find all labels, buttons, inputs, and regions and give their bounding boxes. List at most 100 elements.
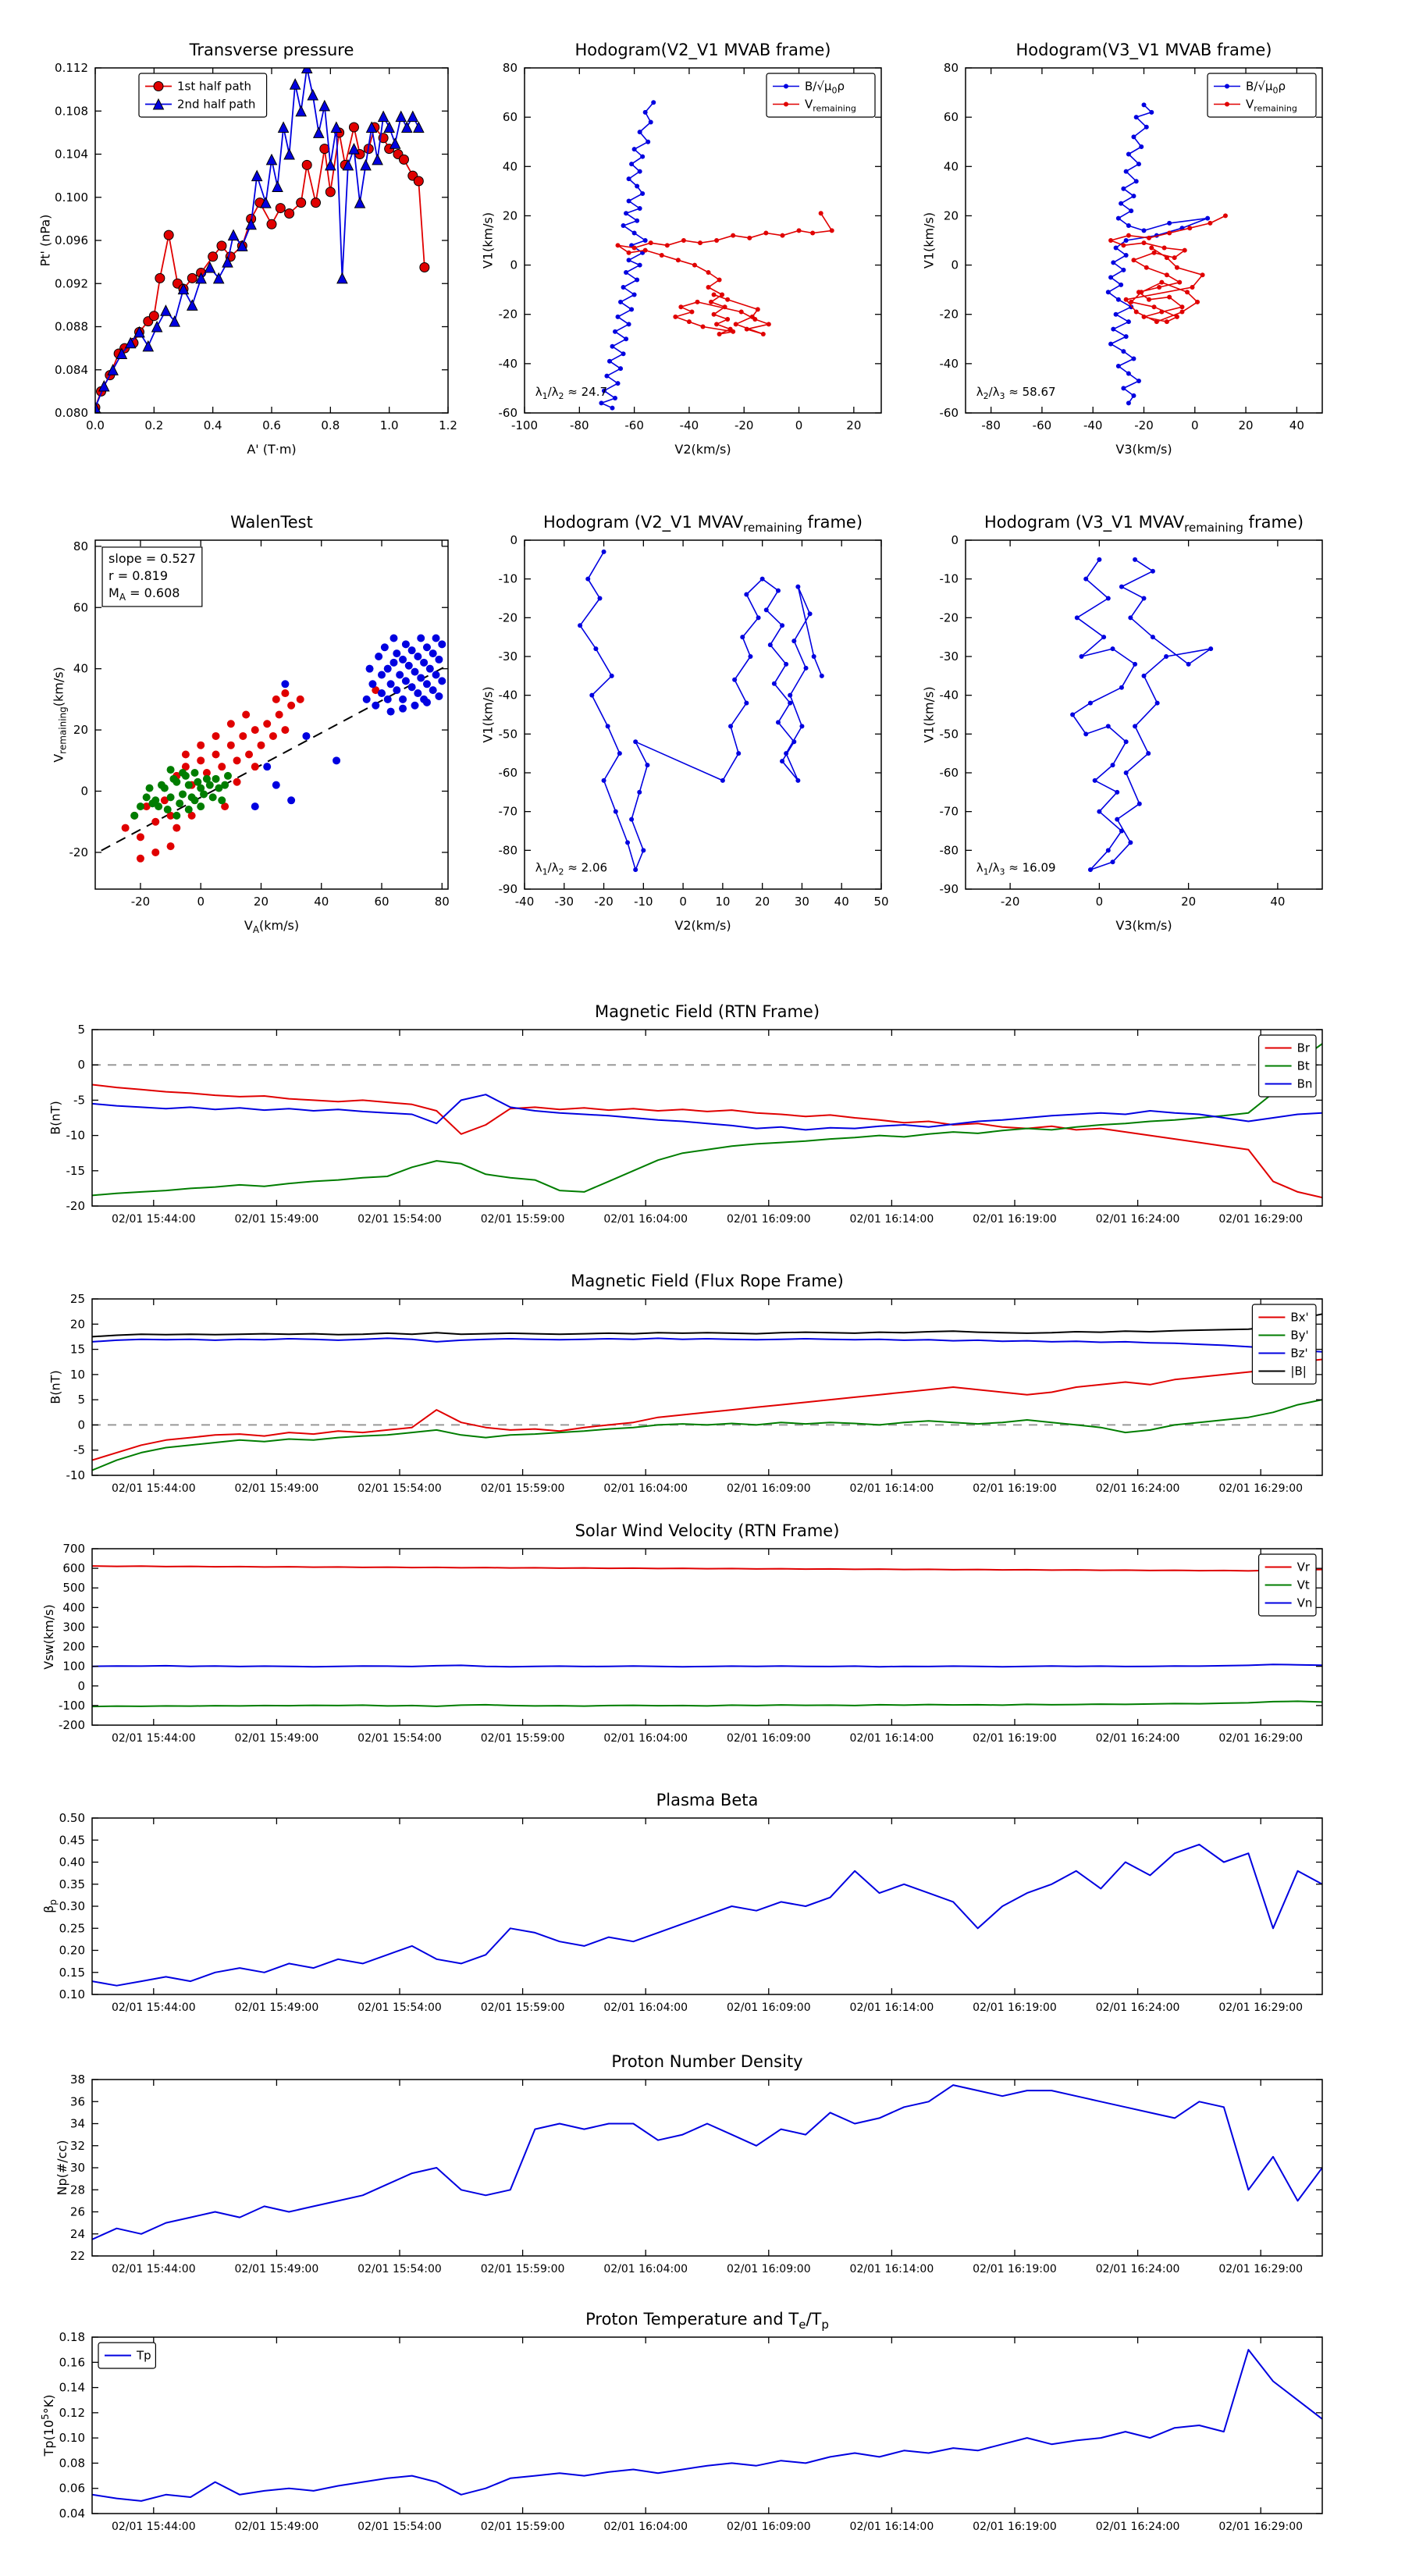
svg-text:λ1/λ2 ≈ 2.06: λ1/λ2 ≈ 2.06	[535, 861, 607, 877]
svg-text:V3(km/s): V3(km/s)	[1115, 442, 1172, 457]
svg-text:02/01 16:19:00: 02/01 16:19:00	[973, 1482, 1057, 1495]
svg-text:02/01 15:54:00: 02/01 15:54:00	[357, 2001, 442, 2014]
chart-solar-wind-velocity: 02/01 15:44:00 02/01 15:49:00 02/01 15:54:…	[23, 1514, 1382, 1772]
chart-hodogram-v2v1-mvab: -100 -80 -60 -40 -20 0 20 -60 -40 -20 0 20 40 60 80 Hod…	[468, 20, 894, 480]
svg-text:02/01 16:04:00: 02/01 16:04:00	[603, 2521, 688, 2533]
svg-text:Br: Br	[1297, 1041, 1311, 1055]
svg-text:5: 5	[77, 1393, 85, 1407]
svg-text:60: 60	[944, 110, 959, 124]
svg-text:40: 40	[1289, 418, 1304, 432]
svg-text:0.30: 0.30	[59, 1899, 85, 1913]
svg-text:-60: -60	[499, 406, 518, 420]
svg-text:200: 200	[62, 1640, 85, 1654]
svg-text:Transverse pressure: Transverse pressure	[189, 41, 354, 59]
svg-text:V1(km/s): V1(km/s)	[922, 686, 937, 742]
svg-text:0.20: 0.20	[59, 1944, 85, 1958]
svg-text:VA(km/s): VA(km/s)	[244, 918, 299, 935]
svg-text:40: 40	[944, 159, 959, 173]
svg-text:Magnetic Field (Flux Rope Fram: Magnetic Field (Flux Rope Frame)	[571, 1272, 844, 1290]
svg-text:-20: -20	[131, 895, 151, 909]
svg-text:02/01 16:09:00: 02/01 16:09:00	[727, 1482, 811, 1495]
svg-text:60: 60	[73, 600, 88, 614]
svg-text:-80: -80	[499, 843, 518, 857]
svg-text:Magnetic Field (RTN Frame): Magnetic Field (RTN Frame)	[595, 1002, 820, 1021]
svg-text:-20: -20	[1001, 895, 1020, 909]
svg-text:10: 10	[70, 1368, 85, 1382]
svg-text:V3(km/s): V3(km/s)	[1115, 918, 1172, 933]
svg-text:10: 10	[715, 895, 730, 909]
svg-text:02/01 16:29:00: 02/01 16:29:00	[1218, 2001, 1303, 2014]
svg-text:36: 36	[70, 2094, 85, 2108]
svg-text:02/01 16:09:00: 02/01 16:09:00	[727, 2263, 811, 2275]
plot-svg-pressure: 0.0 0.2 0.4 0.6 0.8 1.0 1.2 0.080 0.084 0.088 0.09…	[38, 41, 457, 457]
svg-text:-40: -40	[1083, 418, 1103, 432]
svg-text:-30: -30	[940, 649, 959, 664]
svg-text:02/01 15:59:00: 02/01 15:59:00	[481, 2001, 565, 2014]
plot-svg-hod4: -20 0 20 40 0 -10 -20 -30 -40 -50 -60 -70 -80 -90 Hodo…	[922, 513, 1323, 933]
chart-proton-temperature: 02/01 15:44:00 02/01 15:49:00 02/01 15:54:…	[23, 2303, 1382, 2560]
svg-text:-5: -5	[73, 1443, 85, 1457]
svg-text:15: 15	[70, 1343, 85, 1357]
chart-magnetic-field-flux-rope: 02/01 15:44:00 02/01 15:49:00 02/01 15:54:…	[23, 1265, 1382, 1522]
svg-text:-10: -10	[940, 572, 959, 586]
svg-text:02/01 16:24:00: 02/01 16:24:00	[1096, 1732, 1180, 1745]
svg-text:02/01 15:44:00: 02/01 15:44:00	[112, 1482, 196, 1495]
svg-text:02/01 16:19:00: 02/01 16:19:00	[973, 2263, 1057, 2275]
chart-plasma-beta: 02/01 15:44:00 02/01 15:49:00 02/01 15:54:…	[23, 1784, 1382, 2041]
svg-text:0: 0	[951, 258, 959, 272]
chart-hodogram-v3v1-mvab: -80 -60 -40 -20 0 20 40 -60 -40 -20 0 20 40 60 80 Hodog…	[909, 20, 1335, 480]
svg-text:-40: -40	[680, 418, 699, 432]
svg-text:02/01 16:09:00: 02/01 16:09:00	[727, 1213, 811, 1226]
svg-text:-10: -10	[66, 1129, 86, 1143]
svg-text:0.8: 0.8	[321, 418, 340, 432]
svg-text:slope = 0.527: slope = 0.527	[108, 551, 196, 566]
svg-text:0.35: 0.35	[59, 1877, 85, 1891]
svg-text:0.104: 0.104	[55, 148, 88, 162]
svg-text:500: 500	[62, 1581, 85, 1595]
svg-text:-20: -20	[1134, 418, 1154, 432]
svg-text:80: 80	[435, 895, 450, 909]
svg-text:Plasma Beta: Plasma Beta	[656, 1791, 759, 1809]
svg-text:-80: -80	[570, 418, 589, 432]
svg-text:1.2: 1.2	[439, 418, 457, 432]
svg-text:0.18: 0.18	[59, 2330, 85, 2344]
svg-text:By': By'	[1290, 1329, 1308, 1343]
svg-text:34: 34	[70, 2117, 85, 2131]
svg-text:-60: -60	[624, 418, 644, 432]
svg-text:-30: -30	[555, 895, 574, 909]
svg-text:02/01 16:14:00: 02/01 16:14:00	[850, 1482, 934, 1495]
svg-text:1.0: 1.0	[380, 418, 399, 432]
svg-text:Vt: Vt	[1297, 1578, 1310, 1592]
svg-text:02/01 16:19:00: 02/01 16:19:00	[973, 2001, 1057, 2014]
svg-text:40: 40	[314, 895, 329, 909]
svg-text:0.15: 0.15	[59, 1966, 85, 1980]
svg-text:Proton Temperature and Te/Tp: Proton Temperature and Te/Tp	[585, 2310, 829, 2332]
svg-text:B/√μ0ρ: B/√μ0ρ	[805, 80, 845, 96]
svg-text:20: 20	[846, 418, 861, 432]
svg-text:0: 0	[1191, 418, 1199, 432]
svg-text:02/01 15:54:00: 02/01 15:54:00	[357, 1213, 442, 1226]
svg-text:-20: -20	[735, 418, 754, 432]
svg-text:02/01 15:59:00: 02/01 15:59:00	[481, 1482, 565, 1495]
svg-text:Vn: Vn	[1297, 1596, 1313, 1610]
svg-text:V1(km/s): V1(km/s)	[922, 212, 937, 269]
svg-text:80: 80	[73, 539, 88, 553]
svg-text:Vremaining(km/s): Vremaining(km/s)	[52, 667, 69, 763]
svg-text:20: 20	[503, 208, 518, 222]
svg-text:40: 40	[503, 159, 518, 173]
svg-text:0.10: 0.10	[59, 1987, 85, 2001]
svg-text:02/01 16:29:00: 02/01 16:29:00	[1218, 1732, 1303, 1745]
plot-svg-hod2: -80 -60 -40 -20 0 20 40 -60 -40 -20 0 20 40 60 80 Hodog…	[922, 41, 1323, 457]
svg-text:02/01 16:04:00: 02/01 16:04:00	[603, 1213, 688, 1226]
svg-text:50: 50	[873, 895, 888, 909]
svg-text:Np(#/cc): Np(#/cc)	[55, 2140, 69, 2196]
svg-text:02/01 16:14:00: 02/01 16:14:00	[850, 1732, 934, 1745]
svg-text:Tp(105°K): Tp(105°K)	[40, 2395, 56, 2457]
svg-text:-20: -20	[594, 895, 614, 909]
svg-text:02/01 16:19:00: 02/01 16:19:00	[973, 1213, 1057, 1226]
svg-text:100: 100	[62, 1660, 85, 1674]
svg-text:20: 20	[70, 1317, 85, 1331]
plot-svg-vsw: 02/01 15:44:00 02/01 15:49:00 02/01 15:54:…	[41, 1521, 1323, 1745]
plot-svg-hod1: -100 -80 -60 -40 -20 0 20 -60 -40 -20 0 20 40 60 80 Hod…	[481, 41, 882, 457]
svg-text:0.112: 0.112	[55, 61, 88, 75]
